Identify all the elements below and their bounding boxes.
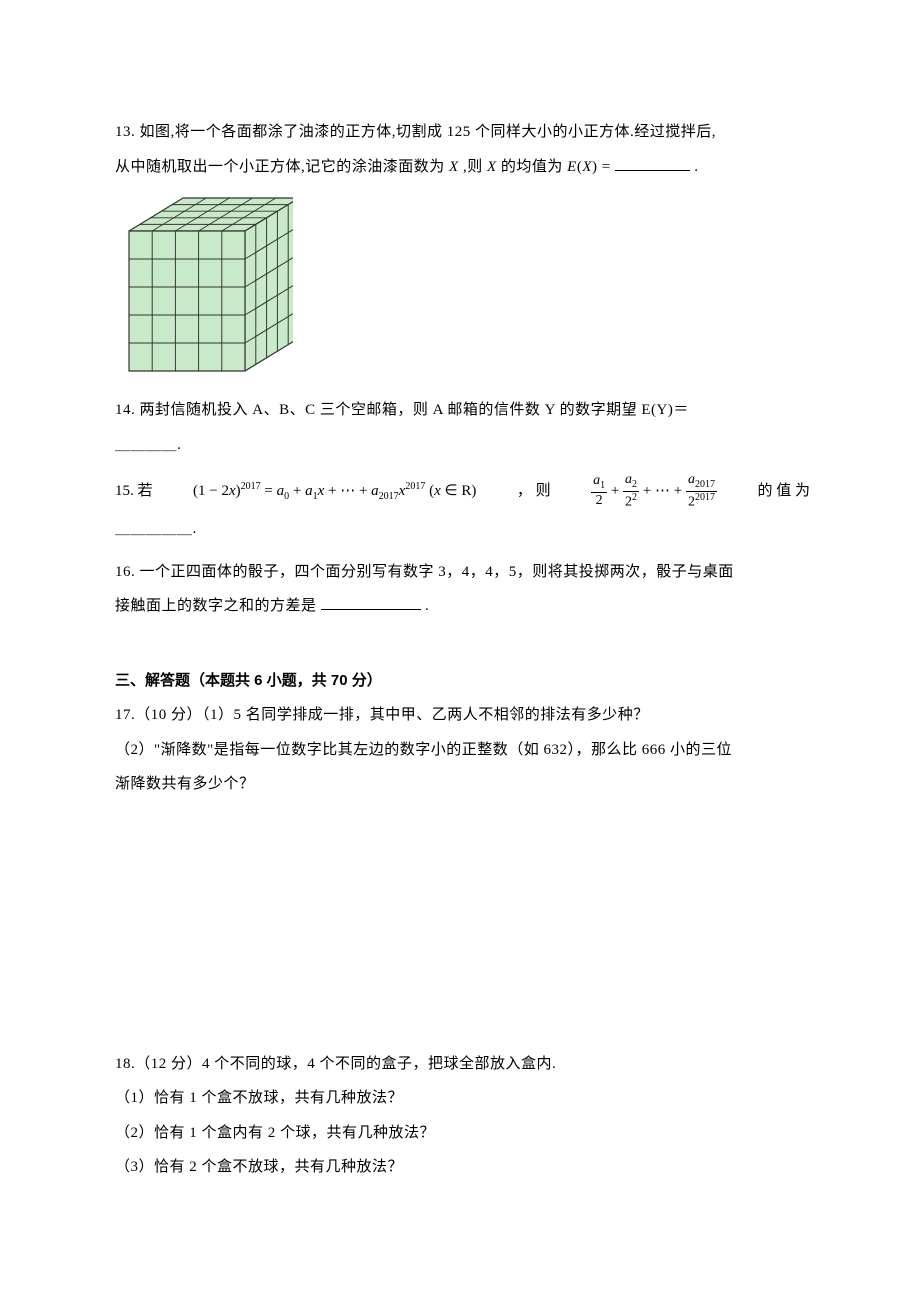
q17-line1: 17.（10 分）（1）5 名同学排成一排，其中甲、乙两人不相邻的排法有多少种？ <box>115 698 810 733</box>
question-15: 15. 若 (1 − 2x)2017 = a0 + a1x + ⋯ + a201… <box>115 470 810 547</box>
q13-line1: 13. 如图,将一个各面都涂了油漆的正方体,切割成 125 个同样大小的小正方体… <box>115 115 810 150</box>
cube-svg <box>123 192 293 372</box>
q13-l2-post: 的均值为 <box>501 159 563 175</box>
q14-blank-line: ＿＿＿＿. <box>115 428 810 463</box>
q15-prefix: 15. 若 <box>115 470 153 512</box>
q13-blank <box>615 156 690 171</box>
q16-l2-end: . <box>425 598 429 614</box>
q15-mid: ， 则 <box>517 470 551 512</box>
q16-blank <box>321 595 421 610</box>
q18-line3: （2）恰有 1 个盒内有 2 个球，共有几种放法？ <box>115 1116 810 1151</box>
q17-line3: 渐降数共有多少个？ <box>115 767 810 802</box>
q16-l2-pre: 接触面上的数字之和的方差是 <box>115 598 317 614</box>
q16-line2: 接触面上的数字之和的方差是 . <box>115 589 810 624</box>
question-14: 14. 两封信随机投入 A、B、C 三个空邮箱，则 A 邮箱的信件数 Y 的数字… <box>115 393 810 462</box>
q15-formula2: a12 + a222 + ⋯ + a201722017 <box>591 470 717 512</box>
section-3-header: 三、解答题（本题共 6 小题，共 70 分） <box>115 664 810 699</box>
expr-ex: E(X) = <box>567 159 611 175</box>
cube-figure <box>123 192 810 377</box>
question-13: 13. 如图,将一个各面都涂了油漆的正方体,切割成 125 个同样大小的小正方体… <box>115 115 810 377</box>
q18-line4: （3）恰有 2 个盒不放球，共有几种放法？ <box>115 1150 810 1185</box>
question-18: 18.（12 分）4 个不同的球，4 个不同的盒子，把球全部放入盒内. （1）恰… <box>115 1047 810 1185</box>
q17-line2: （2）"渐降数"是指每一位数字比其左边的数字小的正整数（如 632），那么比 6… <box>115 733 810 768</box>
q14-line1: 14. 两封信随机投入 A、B、C 三个空邮箱，则 A 邮箱的信件数 Y 的数字… <box>115 393 810 428</box>
q15-suffix: 的 值 为 <box>757 470 810 512</box>
q15-formula1: (1 − 2x)2017 = a0 + a1x + ⋯ + a2017x2017… <box>193 470 476 512</box>
q18-line2: （1）恰有 1 个盒不放球，共有几种放法？ <box>115 1081 810 1116</box>
q18-line1: 18.（12 分）4 个不同的球，4 个不同的盒子，把球全部放入盒内. <box>115 1047 810 1082</box>
question-17: 17.（10 分）（1）5 名同学排成一排，其中甲、乙两人不相邻的排法有多少种？… <box>115 698 810 802</box>
q13-l2-pre: 从中随机取出一个小正方体,记它的涂油漆面数为 <box>115 159 445 175</box>
q13-line2: 从中随机取出一个小正方体,记它的涂油漆面数为 X ,则 X 的均值为 E(X) … <box>115 150 810 185</box>
q13-l2-end: . <box>694 159 698 175</box>
q13-l2-mid: ,则 <box>463 159 483 175</box>
q15-blank-line: ＿＿＿＿＿. <box>115 512 810 547</box>
q15-line1: 15. 若 (1 − 2x)2017 = a0 + a1x + ⋯ + a201… <box>115 470 810 512</box>
q16-line1: 16. 一个正四面体的骰子，四个面分别写有数字 3，4，4，5，则将其投掷两次，… <box>115 555 810 590</box>
var-x2: X <box>487 159 501 175</box>
question-16: 16. 一个正四面体的骰子，四个面分别写有数字 3，4，4，5，则将其投掷两次，… <box>115 555 810 624</box>
var-x: X <box>449 159 463 175</box>
